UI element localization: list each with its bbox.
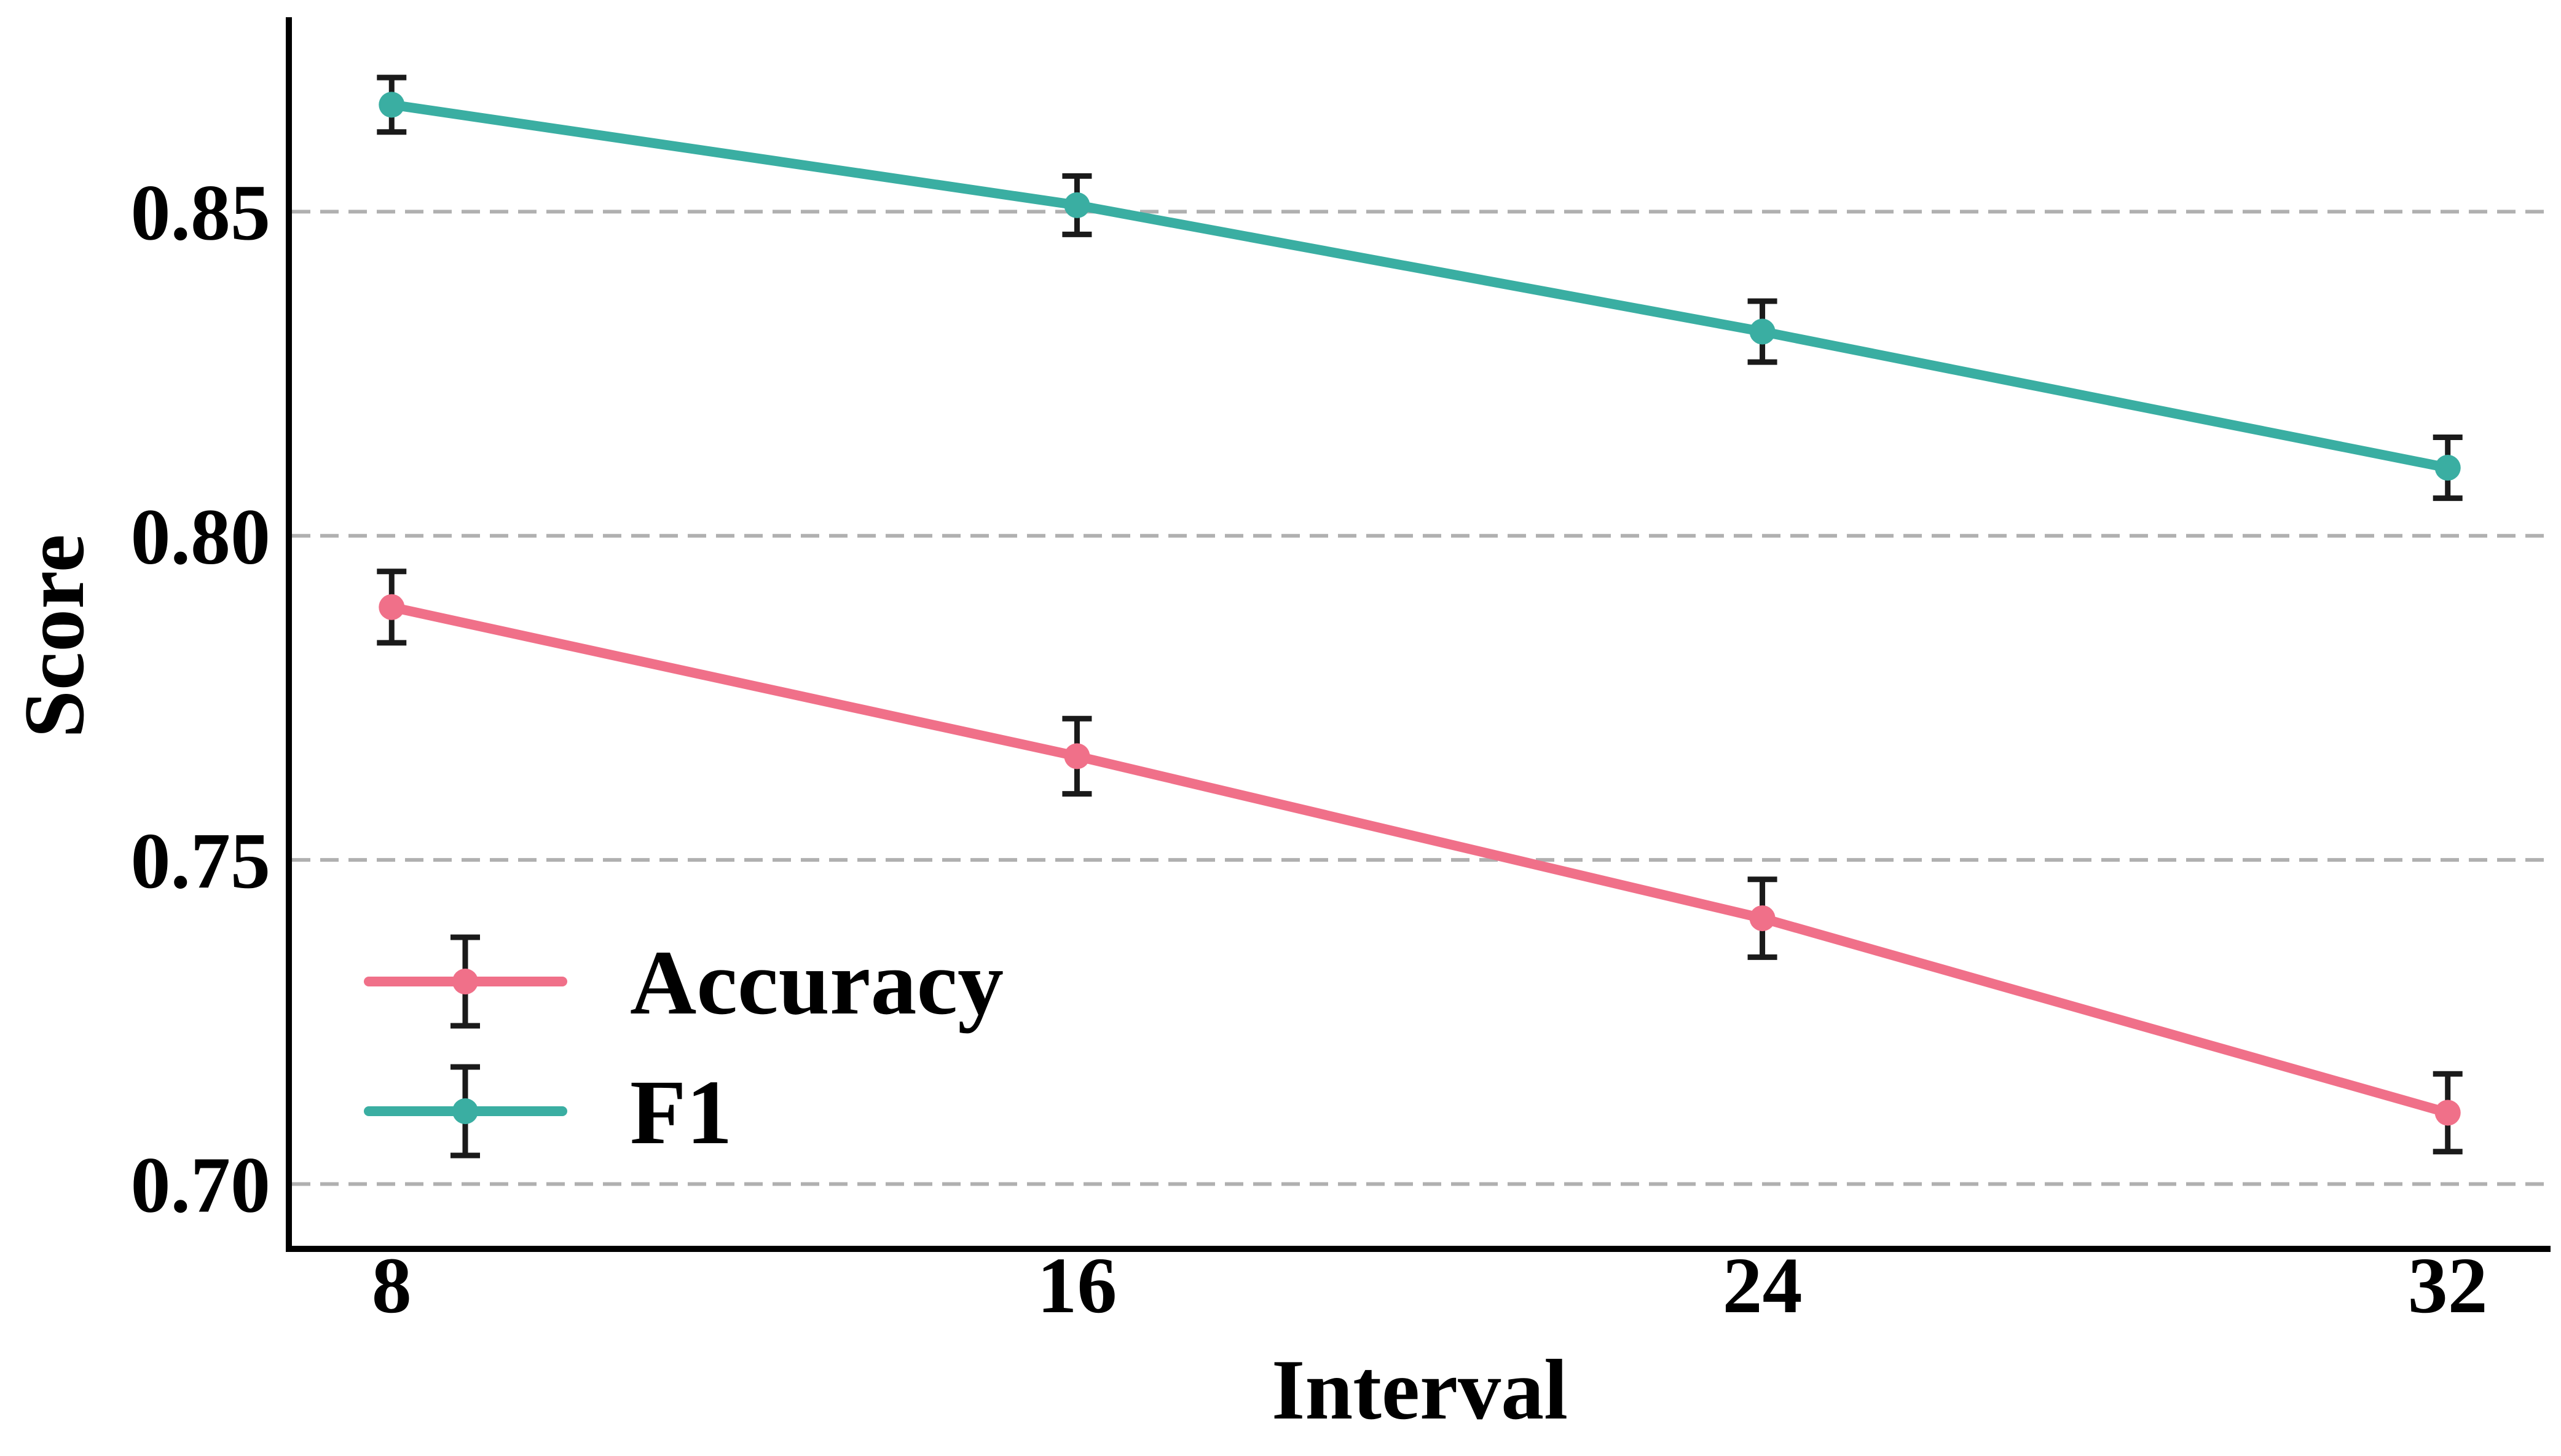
legend-label-accuracy: Accuracy bbox=[630, 932, 1004, 1034]
y-tick-label: 0.80 bbox=[131, 493, 271, 581]
legend-marker-f1 bbox=[452, 1098, 478, 1124]
x-axis-title: Interval bbox=[1272, 1342, 1568, 1438]
legend-marker-accuracy bbox=[452, 969, 478, 994]
series-line-f1 bbox=[387, 100, 2453, 473]
y-tick-label: 0.75 bbox=[131, 817, 271, 905]
grid-lines bbox=[292, 210, 2551, 1186]
tick-labels: 0.70 0.75 0.80 0.85 8 16 24 32 bbox=[131, 168, 2488, 1330]
data-point-f1 bbox=[2434, 455, 2461, 481]
data-point-accuracy bbox=[1749, 905, 1776, 932]
data-point-accuracy bbox=[2434, 1100, 2461, 1126]
data-point-f1 bbox=[379, 92, 405, 118]
y-tick-label: 0.85 bbox=[131, 168, 271, 257]
series-layer bbox=[377, 74, 2463, 1155]
x-tick-label: 32 bbox=[2408, 1242, 2488, 1330]
y-tick-label: 0.70 bbox=[131, 1141, 271, 1230]
legend: Accuracy F1 bbox=[364, 932, 1004, 1163]
series-line-accuracy bbox=[387, 602, 2453, 1118]
x-tick-label: 8 bbox=[372, 1242, 412, 1330]
legend-item-accuracy: Accuracy bbox=[364, 932, 1004, 1034]
series-accuracy bbox=[377, 569, 2463, 1155]
legend-label-f1: F1 bbox=[630, 1061, 733, 1163]
x-tick-label: 24 bbox=[1723, 1242, 1803, 1330]
x-tick-label: 16 bbox=[1037, 1242, 1117, 1330]
data-point-f1 bbox=[1749, 318, 1776, 345]
data-point-accuracy bbox=[379, 594, 405, 620]
data-point-accuracy bbox=[1064, 743, 1090, 769]
series-f1 bbox=[377, 74, 2463, 502]
axes bbox=[286, 17, 2551, 1252]
y-axis-title: Score bbox=[7, 534, 102, 738]
data-point-f1 bbox=[1064, 192, 1090, 218]
legend-item-f1: F1 bbox=[364, 1061, 733, 1163]
